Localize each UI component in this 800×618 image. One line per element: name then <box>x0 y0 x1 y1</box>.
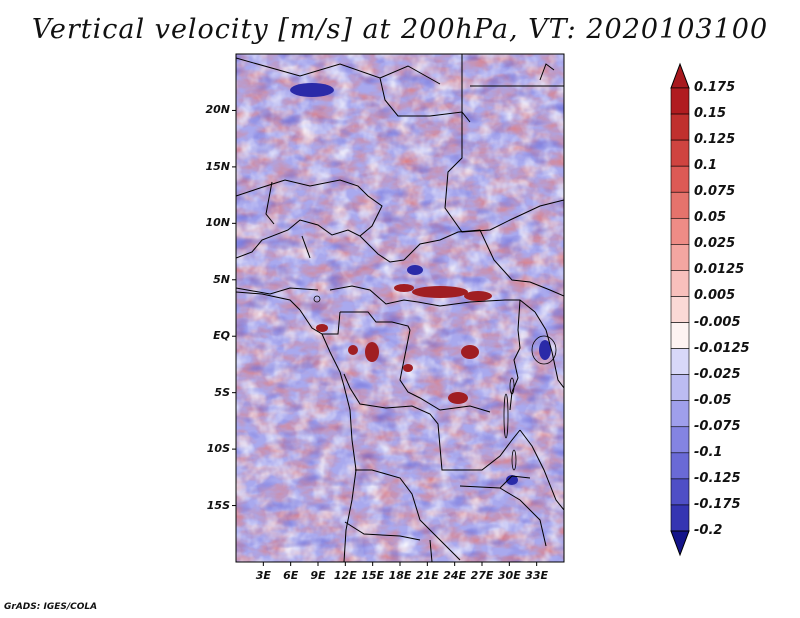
colorbar-level-label: -0.025 <box>694 366 741 382</box>
colorbar-level-label: 0.05 <box>694 210 727 226</box>
colorbar-segment <box>670 478 690 506</box>
footer-credit: GrADS: IGES/COLA <box>4 602 98 612</box>
colorbar-level-label: 0.075 <box>694 184 736 200</box>
colorbar-level-label: -0.075 <box>694 418 741 434</box>
lon-tick-label: 21E <box>415 569 439 582</box>
field-downward-motion <box>236 54 564 562</box>
colorbar-segment <box>670 87 690 115</box>
colorbar-bottom-triangle <box>670 530 690 557</box>
colorbar <box>670 62 690 557</box>
colorbar-level-label: 0.15 <box>694 106 727 122</box>
colorbar-segment <box>670 426 690 454</box>
lat-tick-label: 10N <box>205 216 230 230</box>
lat-tick-label: 15N <box>205 159 230 173</box>
colorbar-level-label: -0.2 <box>694 523 723 538</box>
coastline <box>236 291 357 562</box>
lon-tick-label: 33E <box>525 569 549 582</box>
colorbar-segment <box>670 191 690 219</box>
colorbar-level-label: -0.175 <box>694 496 741 512</box>
colorbar-level-label: -0.125 <box>694 470 741 486</box>
axis-ticks <box>232 109 538 566</box>
lat-tick-label: EQ <box>213 329 230 343</box>
lon-tick-label: 12E <box>333 569 357 582</box>
colorbar-level-label: -0.1 <box>694 444 723 460</box>
colorbar-level-label: -0.005 <box>694 314 741 330</box>
convective-cells <box>316 284 492 404</box>
lon-tick-label: 9E <box>310 569 326 582</box>
colorbar-segment <box>670 504 690 532</box>
colorbar-level-label: 0.175 <box>694 80 736 95</box>
colorbar-level-label: 0.125 <box>694 132 736 148</box>
colorbar-level-label: 0.0125 <box>694 262 745 278</box>
lat-tick-label: 5S <box>214 385 230 399</box>
colorbar-segment <box>670 400 690 428</box>
colorbar-segment <box>670 296 690 323</box>
lon-tick-label: 6E <box>283 569 299 582</box>
lat-tick-label: 10S <box>206 442 230 456</box>
colorbar-segment <box>670 348 690 375</box>
colorbar-segment <box>670 244 690 271</box>
colorbar-segment <box>670 270 690 297</box>
colorbar-level-label: 0.1 <box>694 158 718 174</box>
colorbar-segment <box>670 217 690 245</box>
colorbar-segment <box>670 139 690 167</box>
country-borders <box>236 54 564 562</box>
strong-subsidence-cells <box>290 83 551 485</box>
colorbar-level-label: 0.005 <box>694 288 736 304</box>
colorbar-segment <box>670 452 690 480</box>
lon-tick-label: 15E <box>361 569 385 582</box>
lat-tick-label: 15S <box>206 498 230 512</box>
lon-tick-label: 18E <box>388 569 412 582</box>
map-title: Vertical velocity [m/s] at 200hPa, VT: 2… <box>31 14 769 45</box>
colorbar-level-label: -0.0125 <box>694 340 750 356</box>
lat-tick-label: 5N <box>213 272 230 286</box>
colorbar-level-label: -0.05 <box>694 392 732 408</box>
lon-tick-label: 27E <box>470 569 494 582</box>
lon-tick-label: 30E <box>497 569 521 582</box>
great-lakes <box>313 295 557 471</box>
colorbar-segment <box>670 322 690 349</box>
colorbar-top-triangle <box>670 62 690 89</box>
colorbar-segment <box>670 165 690 193</box>
lon-tick-label: 3E <box>255 569 271 582</box>
lat-tick-label: 20N <box>205 103 230 117</box>
velocity-field <box>236 54 564 562</box>
colorbar-level-label: 0.025 <box>694 236 736 252</box>
colorbar-segment <box>670 113 690 141</box>
lon-tick-label: 24E <box>443 569 467 582</box>
colorbar-segment <box>670 374 690 402</box>
